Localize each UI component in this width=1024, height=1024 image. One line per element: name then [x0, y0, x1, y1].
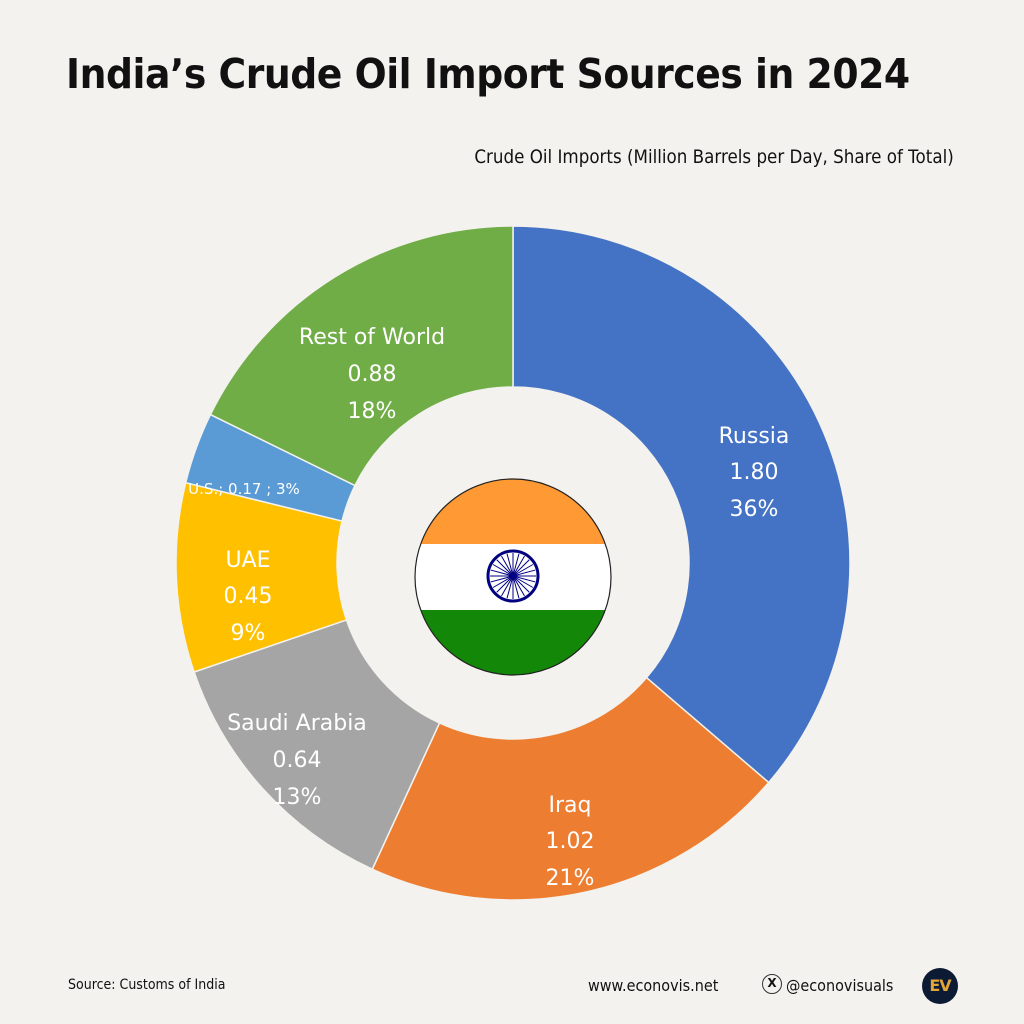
website-link[interactable]: www.econovis.net: [588, 976, 719, 995]
x-logo-icon: X: [762, 974, 782, 994]
label-us: U.S.; 0.17 ; 3%: [188, 480, 300, 498]
label-uae: UAE 0.45 9%: [224, 548, 273, 646]
chart-title: India’s Crude Oil Import Sources in 2024: [66, 50, 910, 98]
svg-text:0.88: 0.88: [348, 362, 397, 387]
ashoka-chakra-icon: [486, 549, 540, 603]
svg-text:21%: 21%: [546, 866, 595, 891]
svg-text:13%: 13%: [273, 785, 322, 810]
svg-text:1.80: 1.80: [730, 460, 779, 485]
label-saudi-arabia: Saudi Arabia 0.64 13%: [227, 711, 367, 810]
svg-text:9%: 9%: [231, 621, 266, 646]
svg-text:Saudi Arabia: Saudi Arabia: [227, 711, 367, 736]
label-russia: Russia 1.80 36%: [719, 424, 790, 522]
svg-text:UAE: UAE: [225, 548, 270, 573]
svg-text:18%: 18%: [348, 399, 397, 424]
svg-text:0.45: 0.45: [224, 584, 273, 609]
svg-text:36%: 36%: [730, 497, 779, 522]
social-handle[interactable]: @econovisuals: [786, 976, 894, 995]
svg-text:0.64: 0.64: [273, 748, 322, 773]
chart-subtitle: Crude Oil Imports (Million Barrels per D…: [474, 146, 954, 168]
label-rest-of-world: Rest of World 0.88 18%: [299, 325, 445, 424]
ev-logo: EV: [922, 968, 958, 1004]
svg-text:Rest of World: Rest of World: [299, 325, 445, 350]
source-note: Source: Customs of India: [68, 977, 226, 993]
svg-text:Iraq: Iraq: [549, 793, 592, 818]
svg-text:1.02: 1.02: [546, 829, 595, 854]
label-iraq: Iraq 1.02 21%: [546, 793, 595, 891]
donut-slices: [175, 225, 851, 901]
svg-text:U.S.; 0.17 ; 3%: U.S.; 0.17 ; 3%: [188, 480, 300, 498]
svg-text:Russia: Russia: [719, 424, 790, 449]
